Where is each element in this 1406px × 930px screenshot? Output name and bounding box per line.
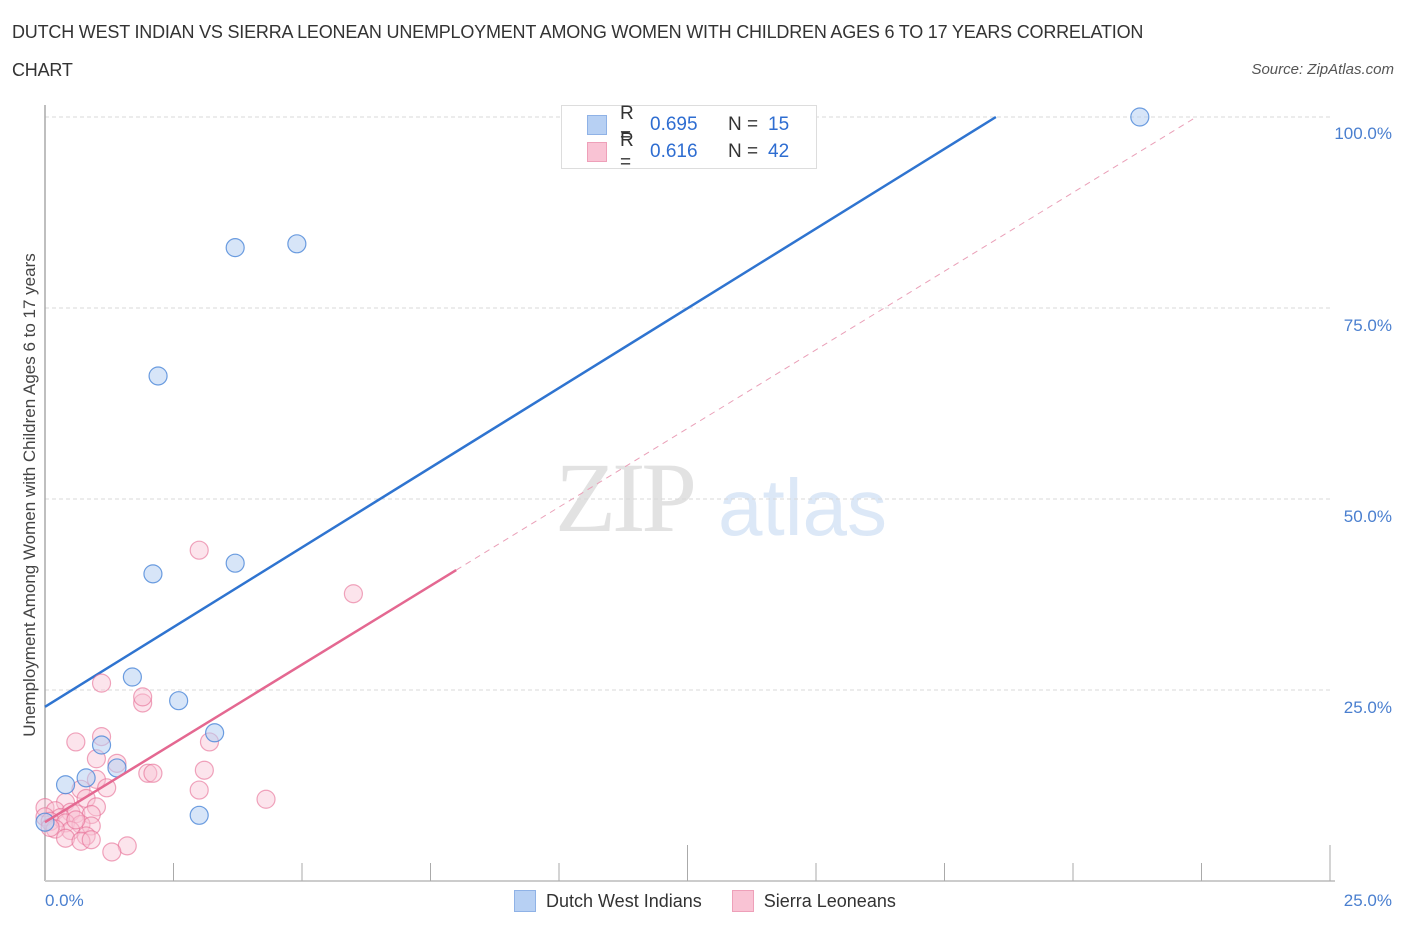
data-point-dutch-west-indian: [287, 234, 307, 254]
data-point-dutch-west-indian: [1130, 107, 1150, 127]
data-points: [35, 107, 1150, 862]
data-point-dutch-west-indian: [55, 775, 76, 795]
legend-swatch-blue: [587, 115, 607, 135]
legend-row-dutch-west-indians: R = 0.695 N = 15: [587, 103, 790, 146]
r-label: R =: [620, 130, 634, 173]
data-point-sierra-leonean: [91, 673, 112, 693]
data-point-sierra-leonean: [194, 760, 214, 780]
data-point-sierra-leonean: [71, 831, 91, 851]
watermark-atlas: atlas: [718, 463, 887, 552]
source-label: Source: ZipAtlas.com: [1251, 61, 1394, 78]
legend-row-sierra-leoneans: R = 0.616 N = 42: [587, 130, 790, 173]
data-point-dutch-west-indian: [169, 691, 189, 711]
legend-item-sierra-leoneans[interactable]: Sierra Leoneans: [731, 890, 896, 912]
n-label: N =: [728, 141, 759, 162]
data-point-dutch-west-indian: [143, 564, 163, 584]
trendline-dutch-west-indians: [44, 115, 997, 708]
r-value: 0.616: [650, 141, 698, 162]
data-point-sierra-leonean: [81, 830, 101, 850]
data-point-sierra-leonean: [81, 804, 101, 825]
chart-title-line1: DUTCH WEST INDIAN VS SIERRA LEONEAN UNEM…: [12, 22, 1144, 42]
chart-title: DUTCH WEST INDIAN VS SIERRA LEONEAN UNEM…: [12, 20, 1144, 80]
data-point-sierra-leonean: [133, 693, 153, 713]
legend-label: Dutch West Indians: [546, 890, 702, 911]
data-point-sierra-leonean: [189, 540, 209, 560]
data-point-sierra-leonean: [66, 732, 86, 752]
y-axis-label: Unemployment Among Women with Children A…: [20, 253, 39, 737]
data-point-dutch-west-indian: [189, 805, 209, 825]
r-value: 0.695: [650, 114, 698, 135]
chart-title-line2: CHART: [12, 60, 73, 80]
data-point-sierra-leonean: [189, 780, 209, 800]
legend-item-dutch-west-indians[interactable]: Dutch West Indians: [514, 890, 702, 912]
legend-swatch-pink: [587, 142, 607, 162]
n-label: N =: [728, 114, 759, 135]
data-point-sierra-leonean: [102, 842, 122, 862]
data-point-sierra-leonean: [343, 584, 363, 604]
y-tick-100: 100.0%: [1334, 124, 1392, 143]
data-point-dutch-west-indian: [205, 723, 225, 743]
legend-swatch-pink: [731, 890, 754, 912]
correlation-legend: R = 0.695 N = 15 R = 0.616 N = 42: [561, 103, 817, 173]
x-tick-0: 0.0%: [45, 891, 84, 910]
data-point-dutch-west-indian: [225, 553, 245, 573]
data-point-sierra-leonean: [76, 826, 96, 846]
data-point-sierra-leonean: [55, 828, 76, 848]
legend-swatch-blue: [514, 890, 536, 912]
data-point-dutch-west-indian: [225, 238, 245, 258]
y-tick-50: 50.0%: [1343, 507, 1392, 526]
data-point-sierra-leonean: [143, 763, 163, 783]
n-value: 42: [768, 141, 790, 162]
axes: [44, 105, 1335, 882]
data-point-dutch-west-indian: [122, 667, 142, 687]
y-tick-75: 75.0%: [1343, 316, 1392, 335]
series-legend: Dutch West Indians Sierra Leoneans: [514, 890, 926, 912]
legend-label: Sierra Leoneans: [763, 890, 896, 911]
gridlines: [45, 116, 1330, 691]
n-value: 15: [768, 114, 790, 135]
data-point-sierra-leonean: [97, 778, 117, 798]
data-point-sierra-leonean: [138, 763, 158, 783]
trendline-sierra-leoneans: [44, 568, 457, 824]
r-label: R =: [620, 103, 634, 146]
x-tick-25: 25.0%: [1343, 891, 1392, 910]
data-point-dutch-west-indian: [76, 768, 96, 788]
data-point-sierra-leonean: [256, 789, 276, 809]
data-point-dutch-west-indian: [148, 366, 168, 386]
data-point-sierra-leonean: [133, 687, 153, 707]
y-tick-25: 25.0%: [1343, 698, 1392, 717]
trendline-extension-sierra-leoneans: [455, 116, 1197, 571]
trendlines: [44, 115, 1197, 708]
data-point-dutch-west-indian: [91, 735, 112, 755]
data-point-sierra-leonean: [66, 810, 86, 830]
watermark-zip: ZIP: [555, 442, 697, 553]
